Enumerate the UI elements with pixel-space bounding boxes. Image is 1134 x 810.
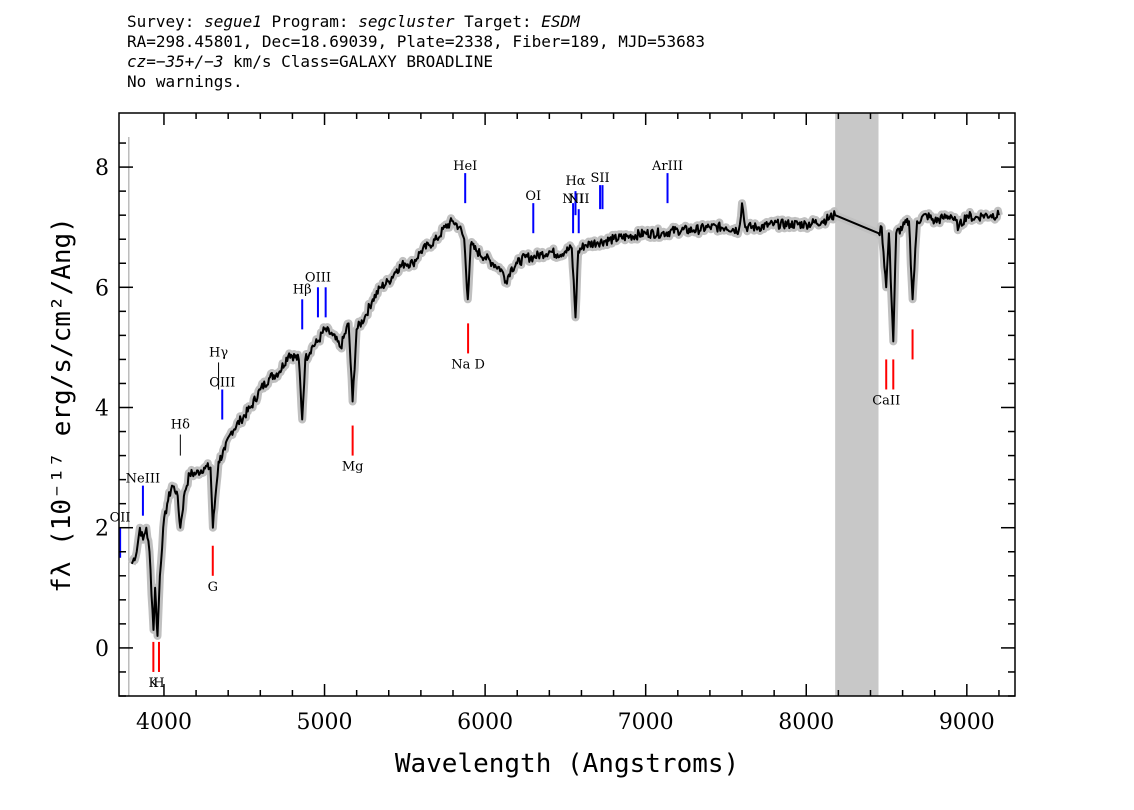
emission-line-label: Hδ [171, 418, 190, 433]
absorption-line-label: CaII [872, 394, 900, 409]
x-tick-label: 6000 [457, 710, 513, 735]
survey-value: segue1 [204, 12, 262, 31]
masked-region [835, 113, 879, 696]
x-axis-title: Wavelength (Angstroms) [395, 749, 739, 779]
emission-line-label: Hγ [209, 345, 228, 360]
emission-line-label: Hα [565, 174, 585, 189]
header-line-coordinates: RA=298.45801, Dec=18.69039, Plate=2338, … [127, 32, 705, 51]
survey-label: Survey: [127, 12, 205, 31]
absorption-line-label: Na D [451, 357, 485, 372]
header-line-warnings: No warnings. [127, 72, 243, 91]
absorption-line-label: G [208, 580, 218, 595]
x-tick-label: 5000 [297, 710, 353, 735]
absorption-line-label: Mg [342, 460, 364, 475]
x-tick-label: 9000 [939, 710, 995, 735]
y-tick-label: 0 [95, 637, 109, 662]
x-tick-label: 4000 [136, 710, 192, 735]
emission-line-label: NII [568, 192, 590, 207]
plot-frame [118, 112, 1016, 697]
emission-line-label: NeIII [126, 472, 160, 487]
absorption-line-label: K [149, 676, 159, 691]
spectrum-line [130, 202, 1000, 637]
emission-line-label: SII [590, 171, 609, 186]
y-tick-label: 8 [95, 156, 109, 181]
y-tick-label: 2 [95, 517, 109, 542]
emission-line-label: NII [562, 192, 584, 207]
y-axis-title: fλ (10⁻¹⁷ erg/s/cm²/Ang) [47, 217, 77, 593]
emission-line-label: OI [525, 189, 541, 204]
absorption-line-label: H [153, 676, 164, 691]
program-label: Program: [261, 12, 359, 31]
emission-line-label: HeI [453, 159, 477, 174]
x-tick-label: 7000 [618, 710, 674, 735]
emission-line-label: Hβ [293, 282, 312, 297]
cz-value: −35+/−3 [155, 52, 224, 71]
target-label: Target: [454, 12, 542, 31]
emission-line-label: OIII [305, 270, 331, 285]
program-value: segcluster [358, 12, 455, 31]
header-line-survey: Survey: segue1 Program: segcluster Targe… [127, 12, 705, 32]
y-tick-label: 6 [95, 276, 109, 301]
emission-line-label: OIII [209, 375, 235, 390]
target-value: ESDM [541, 12, 580, 31]
header-line-redshift: cz=−35+/−3 km/s Class=GALAXY BROADLINE [127, 52, 705, 72]
emission-line-label: ArIII [651, 159, 683, 174]
axis-ticks: 4000 5000 6000 7000 8000 9000 0 2 4 6 8 [95, 113, 1015, 735]
class-text: km/s Class=GALAXY BROADLINE [223, 52, 494, 71]
emission-line-label: OII [110, 511, 131, 526]
cz-label: cz= [127, 52, 156, 71]
spectrum-header: Survey: segue1 Program: segcluster Targe… [127, 12, 705, 92]
y-tick-label: 4 [95, 397, 109, 422]
x-tick-label: 8000 [778, 710, 834, 735]
